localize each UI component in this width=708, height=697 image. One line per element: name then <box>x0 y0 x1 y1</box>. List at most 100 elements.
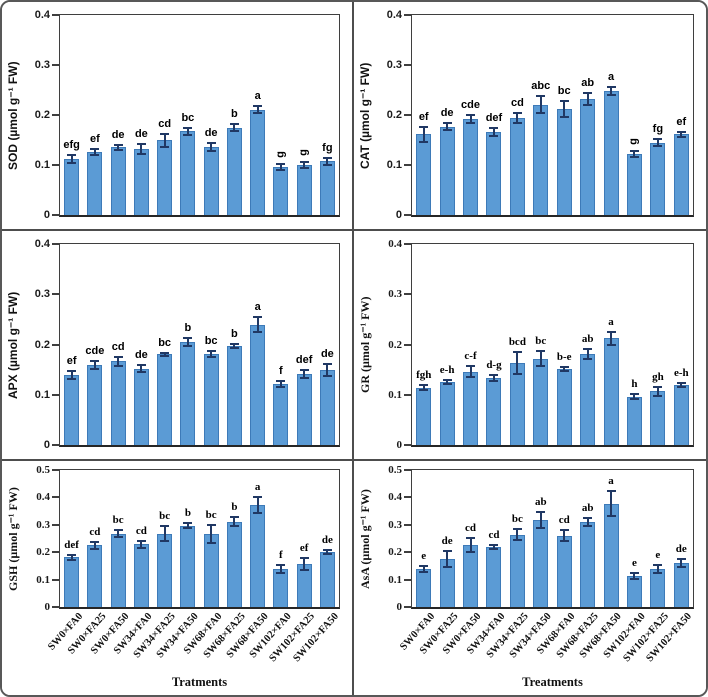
error-bar-cap-bottom <box>276 385 286 388</box>
error-bar-cap-top <box>276 564 286 567</box>
plot-area: 0 0.1 0.2 0.3 0.4 0.5 def SW0×FA0 cd SW0×FA25 bc SW… <box>36 464 340 664</box>
error-bar-cap-top <box>206 350 216 353</box>
y-tick-label: 0.4 <box>388 491 402 504</box>
error-bar <box>136 364 146 374</box>
error-bar-cap-top <box>629 572 639 575</box>
error-bar-line <box>516 529 519 541</box>
significance-letter: ab <box>581 333 594 346</box>
bar <box>133 368 149 445</box>
error-bar-line <box>680 131 683 137</box>
y-tick-label: 0.3 <box>34 59 50 71</box>
significance-letter: h <box>631 378 638 391</box>
y-tick <box>404 606 411 608</box>
bar <box>439 382 455 445</box>
bar <box>509 117 525 215</box>
significance-letter: e <box>655 548 661 561</box>
significance-letter: de <box>320 347 334 360</box>
y-tick-label: 0.3 <box>388 288 402 301</box>
error-bar-line <box>303 161 306 168</box>
error-bar <box>466 365 476 379</box>
y-tick-label: 0 <box>395 209 402 221</box>
significance-letter: bc <box>158 336 172 349</box>
error-bar-line <box>469 115 472 123</box>
error-bar <box>206 350 216 359</box>
y-tick <box>404 469 411 471</box>
error-bar-cap-bottom <box>206 150 216 152</box>
y-tick-label: 0.2 <box>388 546 402 559</box>
error-bar-cap-bottom <box>442 566 452 568</box>
error-bar-cap-bottom <box>322 163 332 166</box>
significance-letter: f <box>279 364 283 377</box>
error-bar-cap-bottom <box>536 112 546 114</box>
error-bar-cap-top <box>442 122 452 124</box>
y-tick <box>52 114 59 116</box>
significance-letter: ef <box>299 541 309 554</box>
error-bar-cap-top <box>559 100 569 102</box>
bar <box>580 522 596 607</box>
error-bar <box>489 126 499 137</box>
bar <box>509 363 525 445</box>
bar <box>250 324 266 445</box>
error-bar-cap-top <box>419 384 429 387</box>
error-bar-cap-bottom <box>90 153 100 156</box>
error-bar-line <box>233 124 236 131</box>
y-tick-label: 0.1 <box>34 159 50 171</box>
y-tick <box>404 243 411 245</box>
error-bar-line <box>256 317 259 333</box>
error-bar-cap-top <box>67 553 77 556</box>
error-bar-cap-top <box>299 369 309 372</box>
bar <box>463 119 479 215</box>
y-tick <box>52 469 59 471</box>
error-bar <box>442 122 452 131</box>
error-bar-cap-top <box>536 95 546 97</box>
error-bar <box>676 130 686 138</box>
error-bar-cap-top <box>90 360 100 363</box>
significance-letter: ef <box>418 110 429 123</box>
error-bar-line <box>680 382 683 387</box>
error-bar-cap-top <box>183 337 193 340</box>
error-bar-line <box>446 380 449 385</box>
error-bar-line <box>186 127 189 135</box>
bar <box>87 151 103 215</box>
error-bar <box>419 384 429 392</box>
significance-letter: b <box>184 506 191 519</box>
cat-chart-panel: CAT (µmol g⁻¹ FW) 0 0.1 0.2 0.3 0.4 ef de cde def… <box>354 2 706 231</box>
error-bar <box>183 337 193 347</box>
bar <box>296 164 312 215</box>
bar <box>626 153 642 215</box>
error-bar-cap-bottom <box>183 344 193 347</box>
bar <box>603 91 619 215</box>
error-bar-cap-bottom <box>113 364 123 367</box>
error-bar-cap-bottom <box>67 377 77 380</box>
error-bar-cap-bottom <box>276 572 286 575</box>
error-bar-cap-bottom <box>583 104 593 106</box>
error-bar-line <box>633 573 636 579</box>
error-bar-cap-top <box>160 525 170 528</box>
error-bar-line <box>422 566 425 572</box>
y-tick <box>52 606 59 608</box>
error-bar-line <box>656 386 659 396</box>
significance-letter: c-f <box>464 350 477 363</box>
error-bar-cap-top <box>419 125 429 128</box>
error-bar <box>90 540 100 550</box>
significance-letter: d-g <box>486 359 502 372</box>
error-bar-cap-bottom <box>653 394 663 397</box>
x-axis-title: Tratments <box>171 675 228 689</box>
error-bar-cap-top <box>183 521 193 524</box>
bar <box>273 383 289 445</box>
error-bar-cap-top <box>113 143 123 146</box>
significance-letter: a <box>254 90 261 102</box>
error-bar-cap-bottom <box>629 577 639 580</box>
significance-letter: bcd <box>508 336 526 349</box>
error-bar-line <box>140 143 143 154</box>
error-bar-line <box>539 511 542 529</box>
bar <box>110 147 126 215</box>
bar <box>603 503 619 607</box>
error-bar-cap-top <box>206 142 216 144</box>
error-bar-cap-bottom <box>90 547 100 550</box>
error-bar <box>276 379 286 388</box>
error-bar <box>276 162 286 171</box>
error-bar-cap-bottom <box>629 398 639 401</box>
gr-chart-panel: GR (µmol g⁻¹ FW) 0 0.1 0.2 0.3 0.4 fgh e-h c-f d-… <box>354 231 706 461</box>
